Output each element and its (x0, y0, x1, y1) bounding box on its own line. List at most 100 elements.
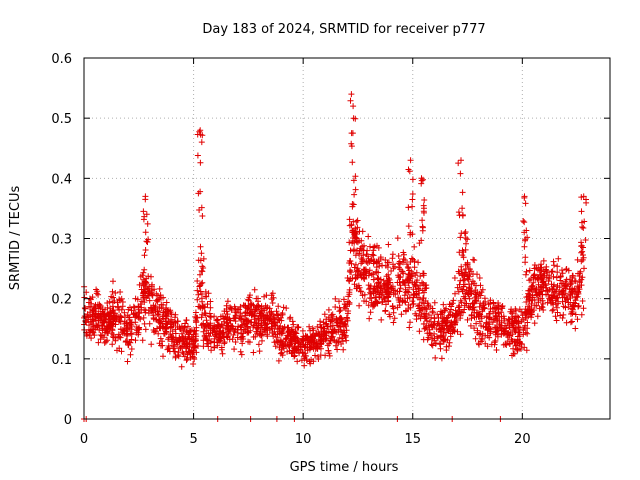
data-point (457, 315, 464, 322)
data-point (554, 309, 561, 316)
data-point (543, 267, 550, 274)
data-point (279, 342, 286, 349)
data-series-srmtid (81, 91, 590, 422)
data-point (409, 270, 416, 277)
data-point (206, 333, 213, 340)
data-point (275, 303, 282, 310)
data-point (538, 275, 545, 282)
data-point (197, 243, 204, 250)
data-point (164, 313, 171, 320)
data-point (540, 268, 547, 275)
data-point (409, 231, 416, 238)
data-point (409, 176, 416, 183)
data-point (539, 276, 546, 283)
data-point (151, 329, 158, 336)
data-point (462, 229, 469, 235)
data-point (454, 284, 461, 291)
data-point (212, 332, 219, 339)
data-point (437, 340, 444, 347)
data-point (526, 287, 533, 294)
data-point (278, 317, 285, 324)
data-point (89, 308, 96, 314)
data-point (250, 349, 257, 356)
data-point (459, 205, 466, 212)
data-point (498, 322, 505, 329)
data-point (193, 319, 200, 326)
data-point (154, 307, 161, 314)
data-point (578, 239, 585, 246)
data-point (248, 312, 255, 319)
data-point (369, 303, 376, 310)
data-point (199, 268, 206, 275)
data-point (321, 311, 328, 318)
data-point (516, 306, 523, 313)
data-point (116, 333, 123, 340)
data-point (523, 294, 530, 301)
data-point (354, 224, 361, 231)
data-point (397, 285, 404, 292)
data-point (572, 325, 579, 332)
data-point (389, 303, 396, 309)
data-point (418, 180, 425, 187)
data-point (199, 298, 206, 305)
data-point (192, 344, 199, 351)
data-point (185, 323, 191, 330)
data-point (253, 325, 260, 331)
data-point (102, 338, 109, 345)
data-point (377, 285, 384, 291)
data-point (370, 271, 377, 277)
data-point (443, 329, 449, 336)
data-point (377, 282, 384, 289)
data-point (536, 287, 542, 293)
data-point (460, 293, 467, 300)
data-point (182, 320, 189, 327)
data-point (82, 305, 89, 312)
data-point (568, 280, 575, 286)
data-point (476, 341, 482, 348)
data-point (563, 266, 570, 272)
data-point (451, 328, 458, 335)
data-point (341, 320, 348, 327)
data-point (143, 275, 150, 282)
data-point (164, 307, 171, 314)
data-point (223, 306, 230, 312)
data-point (396, 288, 403, 295)
data-point (579, 256, 586, 263)
data-point (531, 320, 538, 327)
data-point (235, 323, 242, 330)
data-point (168, 334, 175, 341)
data-point (176, 324, 183, 331)
data-point (320, 319, 327, 326)
data-point (462, 235, 469, 241)
data-point (407, 319, 413, 326)
data-point (455, 304, 462, 311)
data-point (366, 315, 373, 322)
data-point (575, 303, 582, 310)
data-point (458, 263, 465, 270)
data-point (115, 313, 122, 320)
data-point (382, 296, 388, 302)
data-point (264, 333, 271, 340)
data-point (420, 300, 427, 307)
data-point (272, 343, 279, 350)
data-point (230, 332, 237, 338)
data-point (207, 322, 214, 329)
data-point (518, 340, 525, 347)
data-point (356, 250, 363, 257)
data-point (246, 294, 253, 301)
data-point (504, 338, 511, 345)
data-point (333, 329, 340, 336)
data-point (418, 237, 425, 244)
data-point (308, 338, 315, 344)
data-point (432, 354, 439, 361)
data-point (144, 239, 151, 245)
data-point (455, 310, 462, 317)
data-point (354, 217, 361, 224)
data-point (433, 326, 440, 332)
data-point (409, 191, 416, 197)
data-point (559, 298, 566, 305)
data-point (174, 318, 181, 325)
data-point (340, 296, 347, 303)
data-point (459, 211, 466, 218)
data-point (459, 189, 466, 196)
